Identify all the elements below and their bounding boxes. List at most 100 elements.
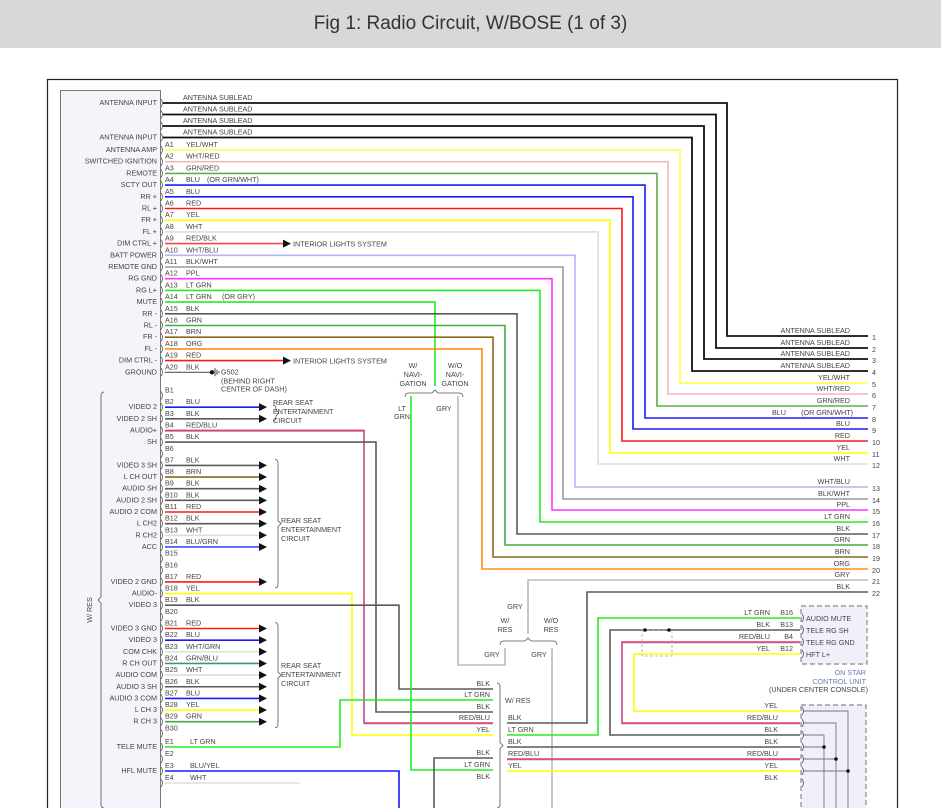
pin-function-label: DIM CTRL + <box>117 239 157 248</box>
pin-number: A1 <box>165 140 174 149</box>
lower-connector-wire-label: BLK <box>764 725 778 734</box>
wire-A8 <box>165 231 868 465</box>
terminal-number: 17 <box>872 531 880 540</box>
lower-connector-wire-label: RED/BLU <box>747 713 778 722</box>
wire-B4 <box>165 429 493 724</box>
splice-dot <box>667 628 671 632</box>
terminal-label: ANTENNA SUBLEAD <box>781 361 851 370</box>
brace <box>97 391 105 808</box>
connector-pin-icon <box>801 613 804 623</box>
antenna-wire-label: ANTENNA SUBLEAD <box>183 105 253 114</box>
pin-number: A15 <box>165 304 178 313</box>
harness-wire-label: BLK <box>476 702 490 711</box>
connector-pin-icon <box>160 717 163 726</box>
arrow-icon <box>259 577 267 586</box>
pin-function-label: RL + <box>142 204 157 213</box>
connector-pin-icon <box>160 356 163 365</box>
pin-function-label: FR + <box>141 215 157 224</box>
pin-function-label: SWITCHED IGNITION <box>85 157 157 166</box>
pin-number: B18 <box>165 584 178 593</box>
connector-pin-icon <box>160 612 163 622</box>
ground-icon <box>214 368 220 377</box>
lower-connector-wire-label: YEL <box>764 761 778 770</box>
terminal-label: WHT/RED <box>816 384 850 393</box>
arrow-icon <box>259 636 267 645</box>
pin-function-label: DIM CTRL - <box>119 356 158 365</box>
wire-A4 <box>165 184 868 419</box>
connector-pin-icon <box>160 426 163 435</box>
connector-pin-icon <box>801 625 804 635</box>
wire-color-label: BLK <box>186 455 200 464</box>
terminal-number: 14 <box>872 496 880 505</box>
pin-function-label: AUDIO- <box>132 589 158 598</box>
connector-pin-icon <box>160 484 163 493</box>
onstar-pin-number: B13 <box>780 620 793 629</box>
wire-B18 <box>165 592 493 736</box>
wire-E1 <box>165 699 493 748</box>
arrow-icon <box>259 647 267 656</box>
pin-number: B26 <box>165 677 178 686</box>
pin-number: A19 <box>165 351 178 360</box>
connector-pin-icon <box>160 449 163 458</box>
pin-function-label: ACC <box>142 542 157 551</box>
terminal-label: BRN <box>835 547 850 556</box>
onstar-pin-number: B12 <box>780 644 793 653</box>
pin-function-label: AUDIO+ <box>130 425 157 434</box>
pin-function-label: FR - <box>143 332 158 341</box>
connector-pin-icon <box>160 647 163 657</box>
terminal-label: WHT/BLU <box>818 477 850 486</box>
connector-pin-icon <box>160 414 163 424</box>
connector-pin-icon <box>160 496 163 505</box>
connector-pin-icon <box>160 682 163 691</box>
arrow-icon <box>259 671 267 680</box>
arrow-icon <box>259 508 267 516</box>
wire-color-label: GRN <box>186 316 202 325</box>
wire-A14 <box>165 301 436 386</box>
wire-nav-ltgrn <box>410 396 493 771</box>
wire-color-label: WHT/RED <box>186 152 220 161</box>
terminal-number: 1 <box>872 333 876 342</box>
harness-wire-label: LT GRN <box>464 690 490 699</box>
connector-pin-icon <box>160 286 163 295</box>
wire-blk-lower <box>433 757 493 808</box>
wire-audio-mute <box>507 617 800 736</box>
pin-function-label: FL + <box>143 227 157 236</box>
pin-number: B17 <box>165 572 178 581</box>
pin-number: B19 <box>165 595 178 604</box>
rse-label: CIRCUIT <box>281 534 311 543</box>
pin-number: B22 <box>165 630 178 639</box>
pin-number: E4 <box>165 773 174 782</box>
pin-number: A9 <box>165 234 174 243</box>
connector-pin-icon <box>160 472 163 482</box>
antenna-sublead-wire <box>163 102 868 337</box>
wire-gry-nav <box>457 396 506 666</box>
pin-function-label: SCTY OUT <box>121 180 158 189</box>
wire-color-label: BLK <box>186 514 200 523</box>
pin-number: B3 <box>165 409 174 418</box>
brace <box>274 622 282 729</box>
terminal-number: 8 <box>872 415 876 424</box>
terminal-label: ANTENNA SUBLEAD <box>781 326 851 335</box>
wire-A18 <box>165 348 868 570</box>
connector-pin-icon <box>801 778 804 788</box>
terminal-label: BLK <box>836 582 850 591</box>
arrow-icon <box>259 659 267 668</box>
antenna-wire-label: ANTENNA SUBLEAD <box>183 116 253 125</box>
antenna-wire-label: ANTENNA SUBLEAD <box>183 93 253 102</box>
connector-pin-icon <box>160 577 163 587</box>
wire-color-label: BLK <box>186 304 200 313</box>
res-wire-label: GRY <box>507 602 523 611</box>
pin-function-label: SH <box>147 437 157 446</box>
shield-outline <box>641 629 673 657</box>
onstar-pin-number: B16 <box>780 608 793 617</box>
arrow-icon <box>259 496 267 505</box>
wire-tracer <box>165 431 493 725</box>
connector-pin-icon <box>160 262 163 272</box>
wire-terminal-22 <box>507 591 868 724</box>
wire-color-label: BLK <box>186 362 200 371</box>
connector-pin-icon <box>801 718 804 728</box>
wire-color-label: LT GRN <box>186 280 212 289</box>
wire-color-label: RED <box>186 619 201 628</box>
pin-number: A4 <box>165 175 174 184</box>
wire-A5 <box>165 196 868 430</box>
